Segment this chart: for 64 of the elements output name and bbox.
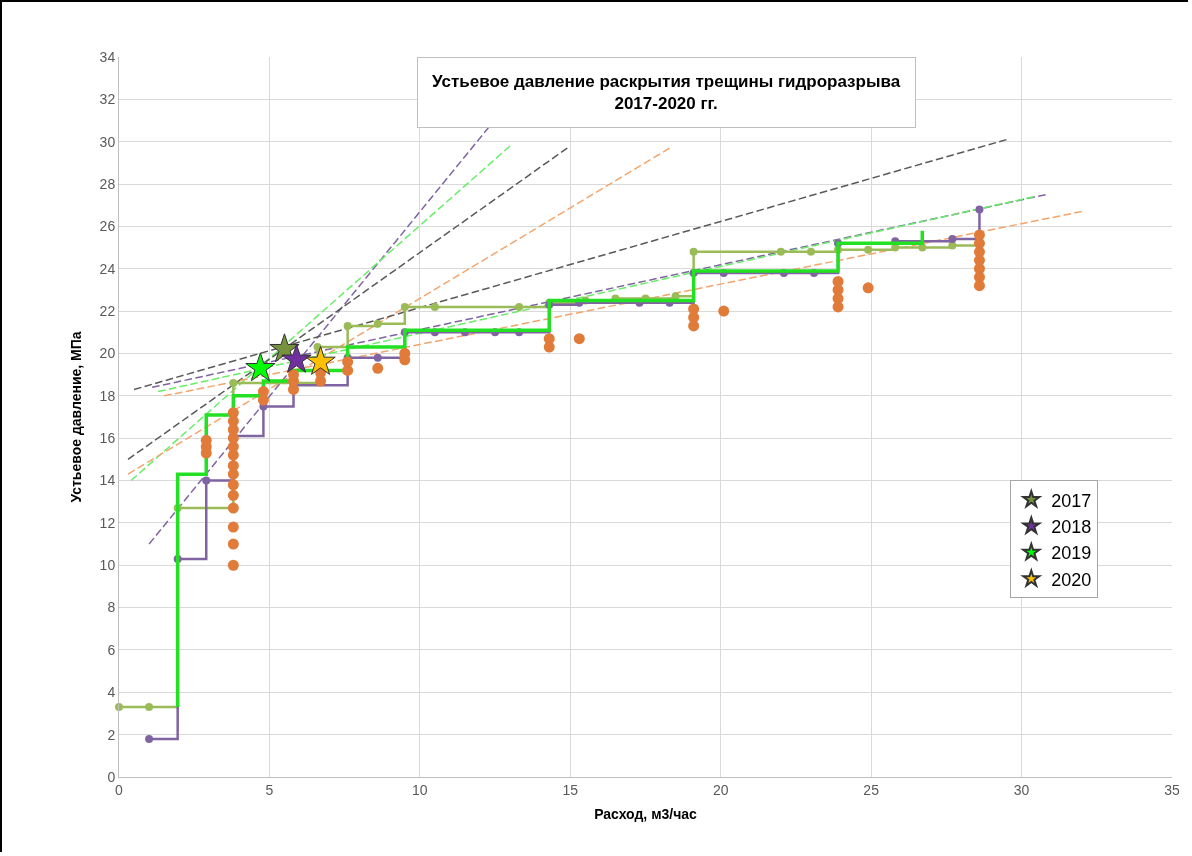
y-tick-label: 30 <box>99 133 116 150</box>
point <box>227 489 239 501</box>
point <box>227 502 239 514</box>
y-tick-label: 34 <box>99 48 116 65</box>
point <box>372 362 384 374</box>
point <box>227 559 239 571</box>
x-tick-label: 10 <box>412 781 428 798</box>
y-tick-label: 18 <box>99 387 116 404</box>
y-tick-label: 6 <box>107 641 116 658</box>
x-tick-label: 15 <box>562 781 579 798</box>
point <box>718 305 730 317</box>
point <box>862 282 874 294</box>
y-tick-label: 32 <box>99 91 116 108</box>
point <box>229 379 238 388</box>
y-tick-label: 4 <box>107 684 116 701</box>
x-tick-label: 35 <box>1164 781 1180 798</box>
y-axis-title: Устьевое давление, МПа <box>68 331 85 503</box>
point <box>373 319 382 328</box>
point <box>145 734 154 743</box>
x-tick-label: 20 <box>712 781 729 798</box>
point <box>918 243 927 252</box>
y-tick-label: 12 <box>99 514 116 531</box>
point <box>689 247 698 256</box>
point <box>400 302 409 311</box>
y-tick-label: 22 <box>99 303 116 320</box>
point <box>281 343 312 373</box>
point <box>688 303 700 315</box>
x-axis-title: Расход, м3/час <box>594 806 698 823</box>
point <box>305 346 336 375</box>
y-tick-label: 0 <box>107 768 116 785</box>
x-tick-label: 5 <box>265 781 274 798</box>
point <box>975 205 984 214</box>
y-tick-label: 16 <box>99 430 116 447</box>
point <box>343 321 352 330</box>
legend-label: 2018 <box>1051 517 1092 538</box>
text: Устьевое давление раскрытия трещины гидроразрыва 2017-2020 гг. <box>432 72 901 114</box>
point <box>806 247 815 256</box>
point <box>227 521 239 533</box>
y-tick-label: 10 <box>99 557 116 574</box>
point <box>245 352 276 382</box>
point <box>202 476 211 485</box>
y-tick-label: 26 <box>99 218 116 235</box>
point <box>776 247 785 256</box>
y-tick-label: 14 <box>99 472 116 489</box>
y-tick-label: 20 <box>99 345 116 362</box>
point <box>227 479 239 491</box>
x-tick-label: 30 <box>1013 781 1030 798</box>
point <box>373 353 382 362</box>
legend-label: 2017 <box>1051 490 1092 511</box>
point <box>573 333 585 345</box>
y-tick-label: 28 <box>99 175 116 192</box>
y-tick-label: 2 <box>107 726 116 743</box>
x-tick-label: 25 <box>863 781 880 798</box>
point <box>832 275 844 287</box>
point <box>227 538 239 550</box>
legend-label: 2020 <box>1051 569 1092 590</box>
point <box>948 235 957 244</box>
y-tick-label: 24 <box>99 260 116 277</box>
point <box>864 245 873 254</box>
legend-label: 2019 <box>1051 543 1092 564</box>
point <box>145 703 154 712</box>
point <box>430 302 439 311</box>
point <box>515 302 524 311</box>
y-tick-label: 8 <box>107 599 116 616</box>
